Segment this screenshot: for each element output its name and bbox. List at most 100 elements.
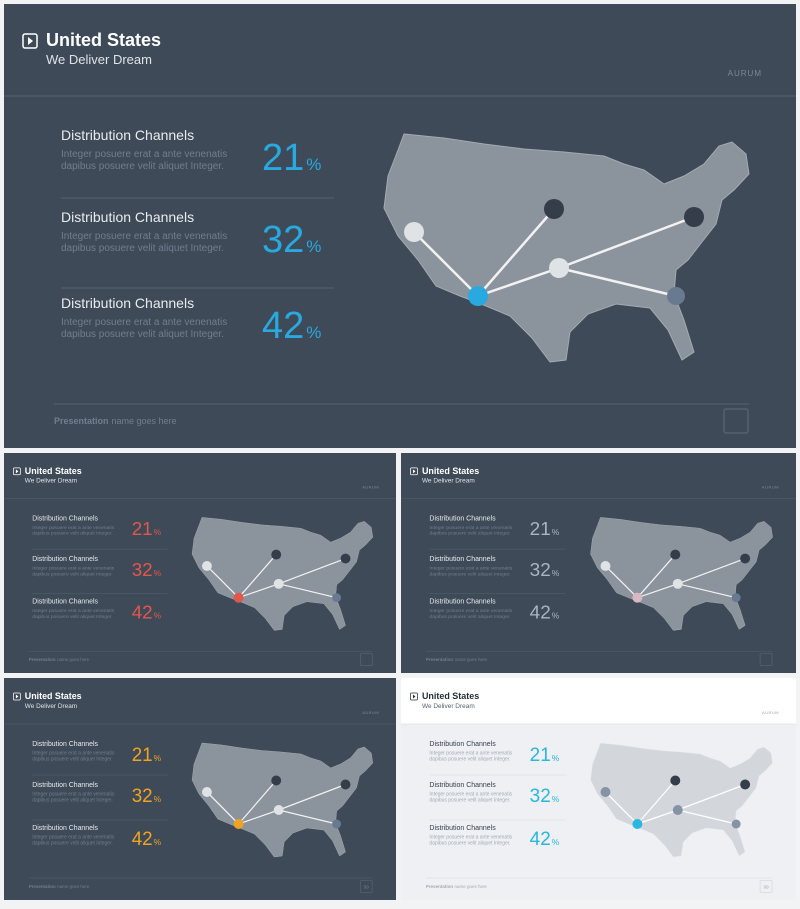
map-hub bbox=[468, 286, 488, 306]
map-dot bbox=[404, 222, 424, 242]
slide-title: United States bbox=[422, 466, 479, 476]
item-label: Distribution Channels bbox=[61, 209, 194, 225]
value-number: 21 bbox=[530, 519, 551, 540]
value-number: 42 bbox=[132, 829, 153, 850]
item-value: 42% bbox=[530, 829, 560, 850]
value-unit: % bbox=[154, 610, 162, 620]
map-link bbox=[677, 583, 737, 599]
item-label: Distribution Channels bbox=[429, 825, 496, 832]
value-number: 42 bbox=[132, 601, 153, 622]
value-number: 21 bbox=[132, 745, 153, 766]
brand: AURUM bbox=[728, 69, 762, 78]
map-dot bbox=[600, 561, 611, 571]
item-label: Distribution Channels bbox=[429, 556, 496, 563]
value-unit: % bbox=[154, 753, 162, 763]
slide: United States We Deliver Dream AURUM Distri… bbox=[4, 453, 396, 673]
map-dot bbox=[201, 787, 212, 797]
item-description: Integer posuere erat a ante venenatis bbox=[32, 791, 115, 797]
item-label: Distribution Channels bbox=[32, 825, 98, 832]
value-unit: % bbox=[154, 568, 162, 578]
page-box bbox=[759, 653, 773, 666]
map-link bbox=[206, 791, 240, 825]
page-box bbox=[359, 653, 373, 666]
item-description: Integer posuere erat a ante venenatis bbox=[429, 525, 512, 531]
map-link bbox=[278, 783, 346, 811]
item-value: 42% bbox=[530, 603, 560, 624]
map-link bbox=[677, 809, 737, 825]
item-value: 42% bbox=[132, 829, 162, 850]
item-label: Distribution Channels bbox=[429, 782, 496, 789]
value-number: 21 bbox=[132, 518, 153, 539]
map-dot bbox=[273, 805, 284, 815]
map-link bbox=[558, 215, 695, 270]
brand: AURUM bbox=[362, 485, 379, 490]
value-number: 42 bbox=[530, 603, 551, 624]
brand: AURUM bbox=[362, 710, 379, 715]
play-icon-arrow bbox=[28, 37, 33, 45]
map-link bbox=[278, 583, 337, 599]
brand: AURUM bbox=[762, 710, 779, 715]
item-description: Integer posuere erat a ante venenatis bbox=[429, 750, 512, 756]
item-description: Integer posuere erat a ante venenatis bbox=[61, 149, 227, 160]
slide-subtitle: We Deliver Dream bbox=[25, 703, 77, 710]
page-number: 99 bbox=[764, 884, 769, 889]
item-description: dapibus posuere velit aliquet Integer. bbox=[32, 797, 113, 803]
map-dot bbox=[670, 549, 681, 560]
map-dot bbox=[544, 199, 564, 219]
map-dot bbox=[340, 553, 351, 564]
footer-text: name goes here bbox=[455, 884, 488, 889]
footer: Presentationname goes here bbox=[29, 657, 90, 662]
item-label: Distribution Channels bbox=[429, 599, 496, 606]
item-description: dapibus posuere velit aliquet Integer. bbox=[429, 840, 510, 846]
map-link bbox=[278, 809, 337, 825]
map-link bbox=[238, 780, 277, 825]
item-description: dapibus posuere velit aliquet Integer. bbox=[429, 614, 510, 620]
footer-bold: Presentation bbox=[54, 416, 109, 426]
map-hub bbox=[632, 592, 643, 603]
item-description: dapibus posuere velit aliquet Integer. bbox=[32, 756, 113, 762]
map-link bbox=[413, 231, 479, 297]
item-label: Distribution Channels bbox=[429, 741, 496, 748]
play-icon bbox=[22, 33, 38, 49]
item-value: 32% bbox=[530, 786, 560, 807]
item-description: Integer posuere erat a ante venenatis bbox=[32, 608, 115, 614]
item-value: 21% bbox=[132, 745, 162, 766]
slide-header bbox=[401, 678, 796, 724]
slide-header bbox=[4, 453, 396, 499]
slide: United States We Deliver Dream AURUM Distri… bbox=[401, 453, 796, 673]
footer-bold: Presentation bbox=[29, 657, 56, 662]
value-number: 21 bbox=[262, 137, 304, 179]
map-dot bbox=[600, 787, 611, 797]
map-dot bbox=[740, 779, 751, 790]
footer-text: name goes here bbox=[57, 657, 90, 662]
value-number: 32 bbox=[132, 786, 153, 807]
map-dot bbox=[740, 553, 751, 564]
item-value: 32% bbox=[262, 219, 321, 261]
slide-title: United States bbox=[46, 30, 161, 50]
map-link bbox=[677, 783, 746, 811]
value-number: 21 bbox=[530, 745, 551, 766]
item-value: 21% bbox=[262, 137, 321, 179]
value-number: 32 bbox=[132, 559, 153, 580]
value-unit: % bbox=[552, 611, 560, 621]
value-unit: % bbox=[306, 323, 321, 342]
map-dot bbox=[340, 779, 351, 790]
slide-header bbox=[4, 678, 396, 724]
item-label: Distribution Channels bbox=[32, 782, 98, 789]
map-dot bbox=[670, 775, 681, 786]
map-link bbox=[637, 583, 679, 599]
item-description: dapibus posuere velit aliquet Integer. bbox=[32, 840, 113, 846]
item-description: dapibus posuere velit aliquet Integer. bbox=[429, 756, 510, 762]
slide-header bbox=[4, 4, 796, 96]
map-dot bbox=[672, 805, 683, 815]
footer-text: name goes here bbox=[57, 884, 90, 889]
item-description: dapibus posuere velit aliquet Integer. bbox=[429, 531, 510, 537]
item-description: Integer posuere erat a ante venenatis bbox=[32, 525, 115, 531]
value-number: 32 bbox=[262, 219, 304, 261]
map-hub bbox=[233, 592, 244, 603]
map-link bbox=[677, 557, 746, 585]
slide-title: United States bbox=[25, 691, 82, 701]
slide-title: United States bbox=[422, 691, 479, 701]
